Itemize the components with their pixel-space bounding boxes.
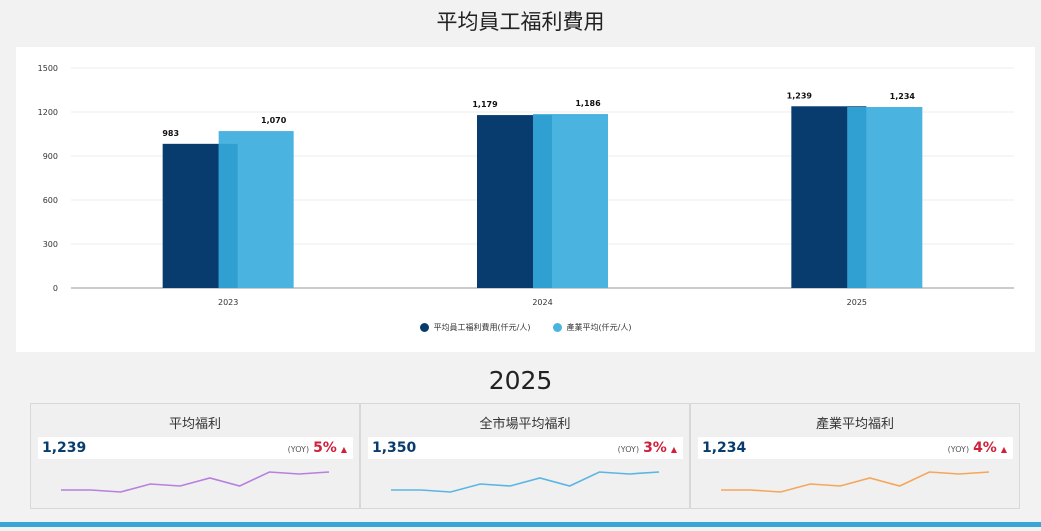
kpi-value-row: 1,350 (YOY) 3% ▲ — [368, 437, 683, 459]
yoy-label: (YOY) — [947, 445, 970, 454]
chart-panel: 0 300 600 900 1200 1500 983 1,070 2023 1,179 1,186… — [16, 47, 1035, 352]
yoy-percent: 4% — [973, 440, 997, 456]
sparkline-path — [391, 471, 660, 493]
y-tick-label: 1500 — [38, 64, 58, 73]
legend-item-company[interactable]: 平均員工福利費用(仟元/人) — [419, 322, 531, 333]
data-label-company: 1,239 — [787, 91, 813, 100]
x-tick-label: 2025 — [847, 298, 867, 307]
y-tick-label: 1200 — [38, 108, 58, 117]
kpi-year-heading: 2025 — [488, 366, 553, 395]
yoy-percent: 3% — [643, 440, 667, 456]
chart-legend: 平均員工福利費用(仟元/人) 產業平均(仟元/人) — [16, 322, 1035, 333]
kpi-cards: 平均福利 1,239 (YOY) 5% ▲ 全市場平均福利 1,350 (YOY… — [30, 403, 1020, 509]
yoy-percent: 5% — [313, 440, 337, 456]
kpi-value: 1,350 — [372, 440, 417, 456]
kpi-card-industry-benefit: 產業平均福利 1,234 (YOY) 4% ▲ — [690, 403, 1020, 509]
bar-chart: 0 300 600 900 1200 1500 983 1,070 2023 1,179 1,186… — [38, 64, 1014, 307]
sparkline-path — [721, 471, 990, 493]
yoy-label: (YOY) — [287, 445, 310, 454]
kpi-card-market-benefit: 全市場平均福利 1,350 (YOY) 3% ▲ — [360, 403, 690, 509]
y-tick-label: 900 — [43, 152, 58, 161]
up-triangle-icon: ▲ — [340, 445, 347, 454]
up-triangle-icon: ▲ — [670, 445, 677, 454]
y-tick-label: 0 — [53, 284, 58, 293]
sparkline — [61, 471, 330, 493]
data-label-industry: 1,234 — [890, 92, 916, 101]
kpi-card-title: 全市場平均福利 — [479, 417, 571, 432]
bottom-accent-bar — [0, 522, 1041, 527]
legend-label-company: 平均員工福利費用(仟元/人) — [433, 323, 531, 332]
up-triangle-icon: ▲ — [1000, 445, 1007, 454]
legend-dot-industry — [552, 323, 562, 332]
data-label-company: 1,179 — [472, 100, 498, 109]
y-tick-label: 300 — [43, 240, 58, 249]
legend-item-industry[interactable]: 產業平均(仟元/人) — [552, 322, 632, 333]
bar-overlap — [847, 107, 867, 288]
kpi-value: 1,234 — [702, 440, 747, 456]
kpi-value-row: 1,239 (YOY) 5% ▲ — [38, 437, 353, 459]
bar-overlap — [533, 115, 552, 288]
data-label-company: 983 — [162, 129, 179, 138]
kpi-change: (YOY) 3% ▲ — [618, 440, 677, 456]
data-label-industry: 1,070 — [261, 116, 287, 125]
legend-label-industry: 產業平均(仟元/人) — [566, 323, 632, 332]
kpi-card-title: 平均福利 — [168, 417, 221, 432]
kpi-value: 1,239 — [42, 440, 87, 456]
kpi-change: (YOY) 5% ▲ — [288, 440, 347, 456]
kpi-card-title: 產業平均福利 — [815, 417, 894, 432]
kpi-change: (YOY) 4% ▲ — [948, 440, 1007, 456]
bar-overlap — [218, 143, 238, 288]
data-label-industry: 1,186 — [575, 99, 601, 108]
y-tick-label: 600 — [43, 196, 58, 205]
x-tick-label: 2023 — [218, 298, 238, 307]
yoy-label: (YOY) — [617, 445, 640, 454]
x-tick-label: 2024 — [532, 298, 552, 307]
kpi-value-row: 1,234 (YOY) 4% ▲ — [698, 437, 1013, 459]
sparkline-path — [61, 471, 330, 493]
page-title: 平均員工福利費用 — [436, 10, 605, 34]
sparkline — [391, 471, 660, 493]
sparkline — [721, 471, 990, 493]
kpi-card-avg-benefit: 平均福利 1,239 (YOY) 5% ▲ — [30, 403, 360, 509]
legend-dot-company — [419, 323, 429, 332]
